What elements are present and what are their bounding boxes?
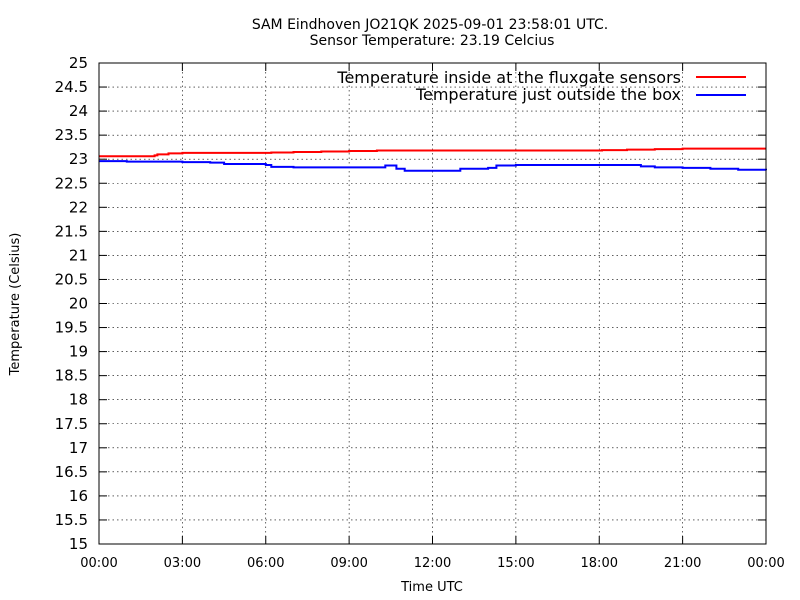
x-tick-label: 00:00: [747, 556, 784, 571]
y-tick-label: 17.5: [55, 415, 88, 433]
y-tick-label: 23: [69, 150, 88, 168]
legend-label-outside: Temperature just outside the box: [415, 85, 681, 104]
chart-subtitle: Sensor Temperature: 23.19 Celcius: [310, 33, 555, 49]
y-tick-label: 15: [69, 535, 88, 553]
y-tick-label: 24.5: [55, 78, 88, 96]
y-axis-label: Temperature (Celsius): [8, 233, 23, 377]
series-lines: [99, 147, 767, 172]
x-tick-label: 18:00: [581, 556, 618, 571]
y-tick-label: 22.5: [55, 174, 88, 192]
series-line-outside: [99, 160, 767, 172]
y-tick-label: 17: [69, 439, 88, 457]
legend-label-inside: Temperature inside at the fluxgate senso…: [336, 68, 681, 87]
y-tick-label: 24: [69, 102, 88, 120]
y-tick-label: 16: [69, 487, 88, 505]
series-line-inside: [99, 147, 766, 158]
chart-title: SAM Eindhoven JO21QK 2025-09-01 23:58:01…: [252, 17, 608, 33]
x-tick-label: 21:00: [664, 556, 701, 571]
y-tick-label: 19.5: [55, 319, 88, 337]
x-tick-label: 06:00: [247, 556, 284, 571]
y-tick-label: 20.5: [55, 270, 88, 288]
y-tick-label: 25: [69, 54, 88, 72]
x-tick-label: 03:00: [164, 556, 201, 571]
y-tick-label: 23.5: [55, 126, 88, 144]
y-tick-label: 21.5: [55, 222, 88, 240]
y-tick-label: 18.5: [55, 367, 88, 385]
x-tick-labels: 00:00 03:00 06:00 09:00 12:00 15:00 18:00 21:00…: [80, 556, 784, 571]
y-tick-label: 22: [69, 198, 88, 216]
x-tick-label: 00:00: [80, 556, 117, 571]
y-tick-label: 15.5: [55, 511, 88, 529]
y-tick-label: 21: [69, 246, 88, 264]
y-tick-label: 18: [69, 391, 88, 409]
plot-border: [98, 62, 767, 545]
y-tick-labels: 15 15.5 16 16.5 17 17.5 18 18.5 19 19.5 20 20.5 21 21…: [55, 54, 88, 553]
y-tick-label: 16.5: [55, 463, 88, 481]
y-tick-label: 20: [69, 295, 88, 313]
grid: [98, 62, 767, 545]
legend: Temperature inside at the fluxgate senso…: [336, 68, 746, 104]
x-tick-label: 09:00: [330, 556, 367, 571]
y-tick-label: 19: [69, 343, 88, 361]
x-tick-label: 12:00: [414, 556, 451, 571]
x-tick-label: 15:00: [497, 556, 534, 571]
x-axis-label: Time UTC: [400, 580, 463, 595]
